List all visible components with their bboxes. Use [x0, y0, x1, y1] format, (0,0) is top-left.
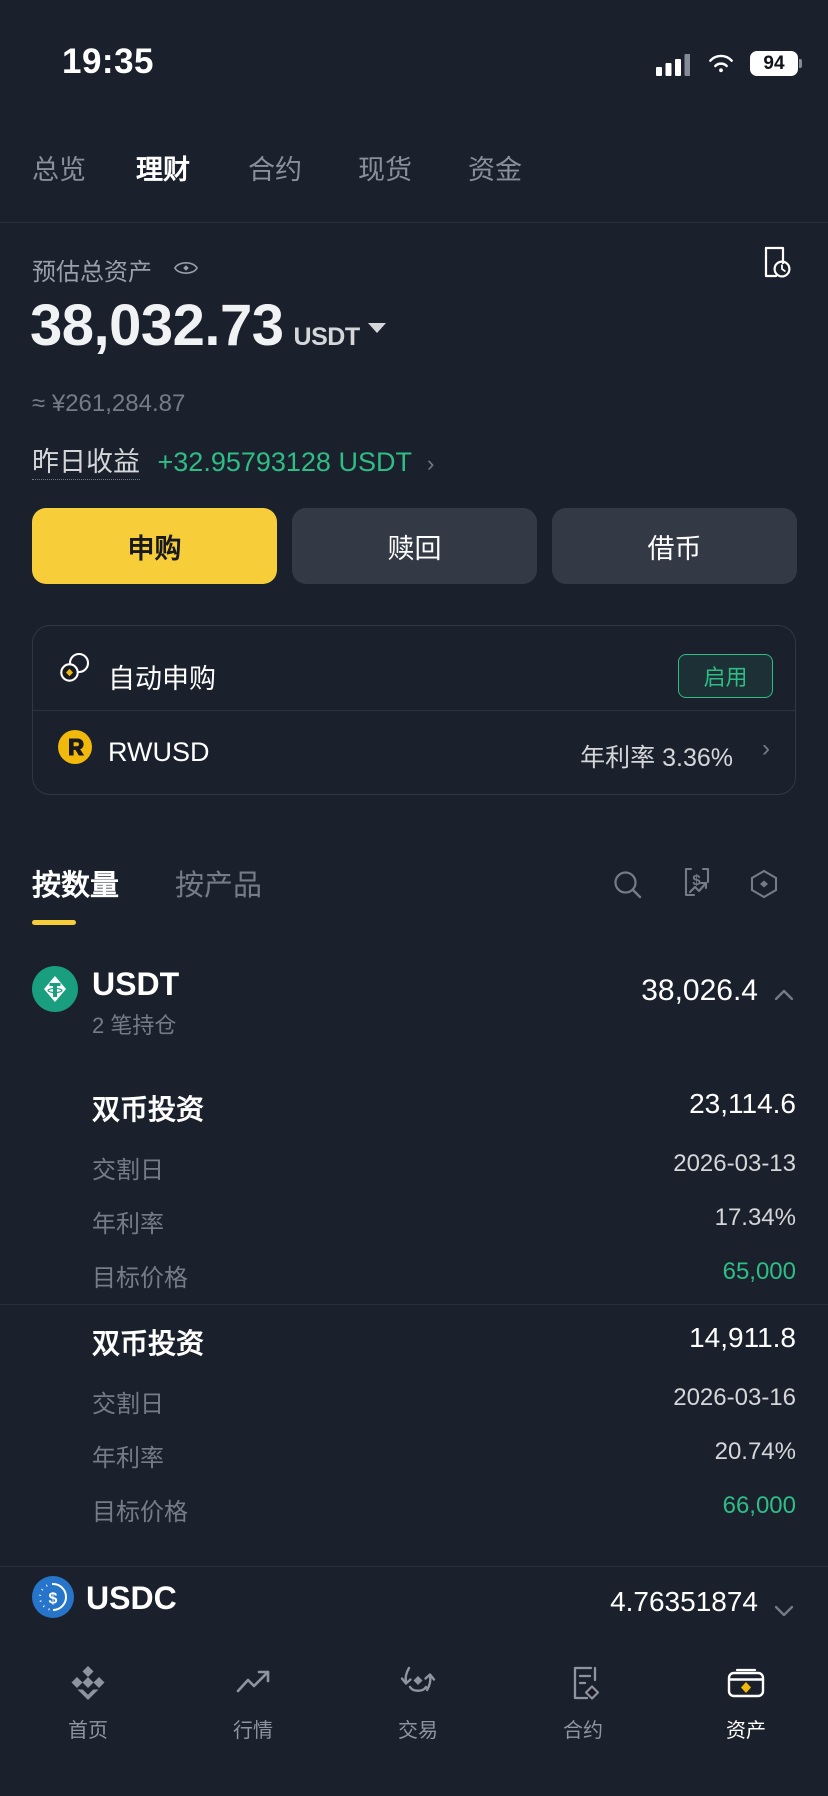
- svg-text:$: $: [49, 1591, 58, 1608]
- svg-text:$: $: [692, 872, 701, 889]
